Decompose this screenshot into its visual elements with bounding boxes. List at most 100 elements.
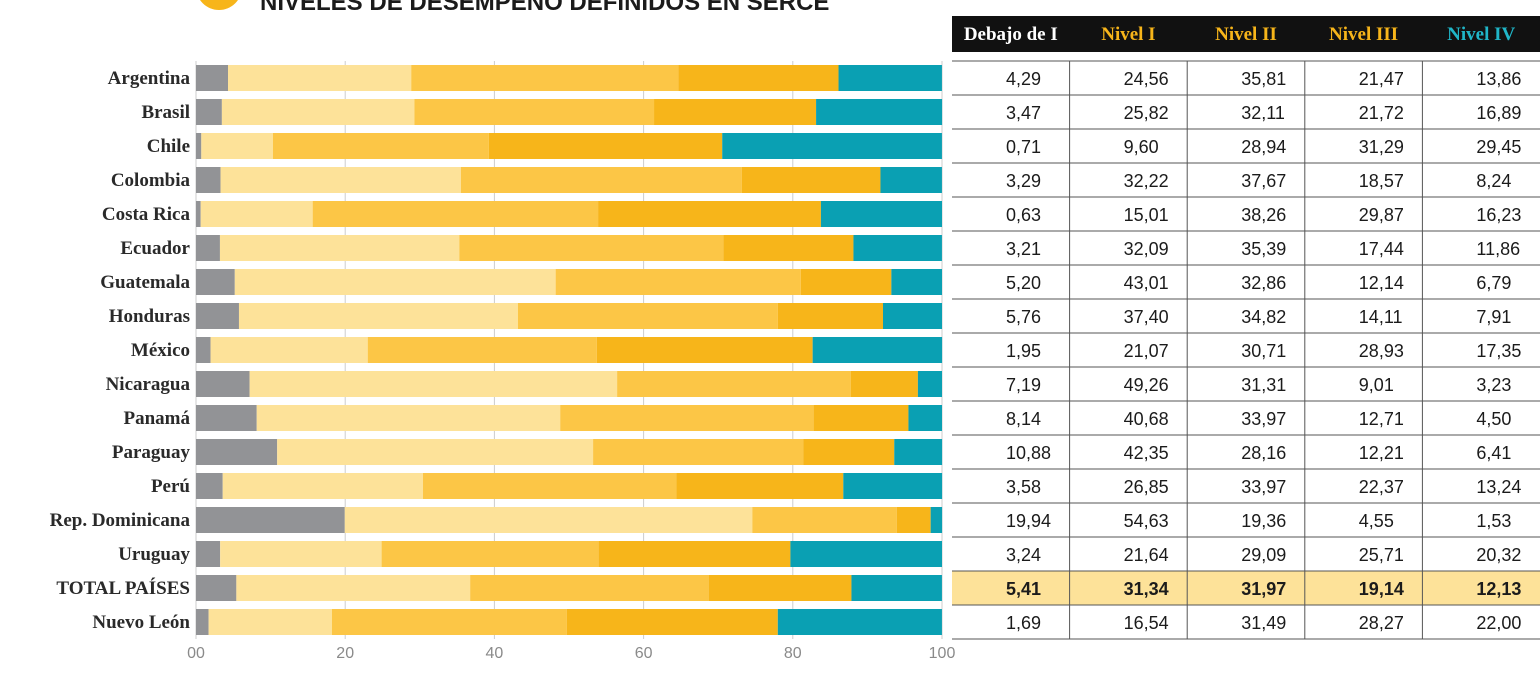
table-cell: 6,79 (1476, 273, 1511, 293)
bar-segment (220, 167, 461, 193)
category-label: Perú (151, 476, 190, 497)
table-cell: 21,07 (1124, 341, 1169, 361)
bar-segment (880, 167, 942, 193)
table-cell: 13,24 (1476, 477, 1521, 497)
bar-segment (331, 609, 567, 635)
table-cell: 12,14 (1359, 273, 1404, 293)
table-cell: 29,09 (1241, 545, 1286, 565)
bar-segment (723, 235, 854, 261)
bar-segment (238, 303, 518, 329)
bar-segment (850, 371, 918, 397)
bar-segment (210, 337, 368, 363)
table-cell: 21,64 (1124, 545, 1169, 565)
bar-segment (851, 575, 942, 601)
table-cell: 6,41 (1476, 443, 1511, 463)
table-cell: 21,72 (1359, 103, 1404, 123)
table-cell: 5,41 (1006, 579, 1041, 599)
table-cell: 31,31 (1241, 375, 1286, 395)
table-cell: 0,71 (1006, 137, 1041, 157)
table-cell: 24,56 (1124, 69, 1169, 89)
bar-segment (470, 575, 709, 601)
table-cell: 16,54 (1124, 613, 1169, 633)
table-cell: 19,14 (1359, 579, 1404, 599)
table-cell: 34,82 (1241, 307, 1286, 327)
bar-segment (708, 575, 852, 601)
category-label: Argentina (108, 68, 191, 89)
table-cell: 3,47 (1006, 103, 1041, 123)
category-label: Ecuador (120, 238, 190, 259)
category-label: Colombia (111, 170, 191, 191)
table-cell: 32,22 (1124, 171, 1169, 191)
table-cell: 35,39 (1241, 239, 1286, 259)
bar-segment (196, 541, 221, 567)
bar-segment (234, 269, 556, 295)
category-label: Brasil (141, 102, 190, 123)
bar-segment (917, 371, 942, 397)
bar-segment (676, 473, 844, 499)
table-cell: 29,45 (1476, 137, 1521, 157)
table-cell: 32,11 (1241, 103, 1285, 123)
bar-segment (517, 303, 778, 329)
bar-segment (894, 439, 943, 465)
category-label: Uruguay (118, 544, 190, 565)
category-label: Nicaragua (106, 374, 191, 395)
x-tick-label: 100 (929, 645, 956, 662)
bar-segment (555, 269, 801, 295)
bar-segment (196, 99, 222, 125)
x-tick-label: 40 (486, 645, 504, 662)
chart-title: NIVELES DE DESEMPEÑO DEFINIDOS EN SERCE (260, 0, 830, 16)
table-cell: 14,11 (1359, 307, 1403, 327)
table-cell: 4,50 (1476, 409, 1511, 429)
table-cell: 28,27 (1359, 613, 1404, 633)
table-cell: 9,60 (1124, 137, 1159, 157)
bar-segment (896, 507, 931, 533)
table-cell: 38,26 (1241, 205, 1286, 225)
values-table: Debajo de I Nivel I Nivel II Nivel III Nivel… (952, 16, 1540, 640)
bar-segment (272, 133, 489, 159)
bar-segment (838, 65, 942, 91)
bar-segment (598, 201, 821, 227)
table-cell: 22,37 (1359, 477, 1404, 497)
table-cell: 5,20 (1006, 273, 1041, 293)
x-tick-label: 80 (784, 645, 802, 662)
bar-segment (219, 235, 460, 261)
bar-segment (617, 371, 851, 397)
category-label: Honduras (109, 306, 190, 327)
table-cell: 37,40 (1124, 307, 1169, 327)
bar-segment (196, 371, 250, 397)
bar-segment (678, 65, 839, 91)
table-cell: 3,29 (1006, 171, 1041, 191)
x-tick-label: 00 (187, 645, 205, 662)
category-label: TOTAL PAÍSES (56, 577, 190, 599)
category-label: Rep. Dominicana (50, 510, 191, 531)
table-cell: 9,01 (1359, 375, 1394, 395)
x-axis: 00 20 40 60 80 100 (187, 645, 955, 662)
table-cell: 28,16 (1241, 443, 1286, 463)
bar-segment (196, 575, 237, 601)
table-cell: 22,00 (1476, 613, 1521, 633)
bar-segment (196, 507, 345, 533)
bar-segment (593, 439, 804, 465)
bar-segment (598, 541, 791, 567)
table-cell: 31,29 (1359, 137, 1404, 157)
table-cell: 11,86 (1476, 239, 1520, 259)
table-header-label: Debajo de I (964, 24, 1058, 45)
table-header-label: Nivel I (1101, 24, 1155, 45)
bar-segment (813, 405, 909, 431)
bar-segment (221, 99, 415, 125)
category-label: Paraguay (112, 442, 191, 463)
total-row-bg (952, 571, 1540, 605)
bar-segment (423, 473, 677, 499)
bar-segment (812, 337, 943, 363)
bar-segment (312, 201, 599, 227)
bar-segment (722, 133, 942, 159)
table-cell: 3,21 (1006, 239, 1041, 259)
category-label: Guatemala (100, 272, 190, 293)
table-cell: 15,01 (1124, 205, 1169, 225)
bar-segment (196, 337, 211, 363)
bar-segment (196, 609, 209, 635)
bar-segment (196, 201, 201, 227)
table-cell: 28,93 (1359, 341, 1404, 361)
bar-segment (277, 439, 594, 465)
table-cell: 32,86 (1241, 273, 1286, 293)
